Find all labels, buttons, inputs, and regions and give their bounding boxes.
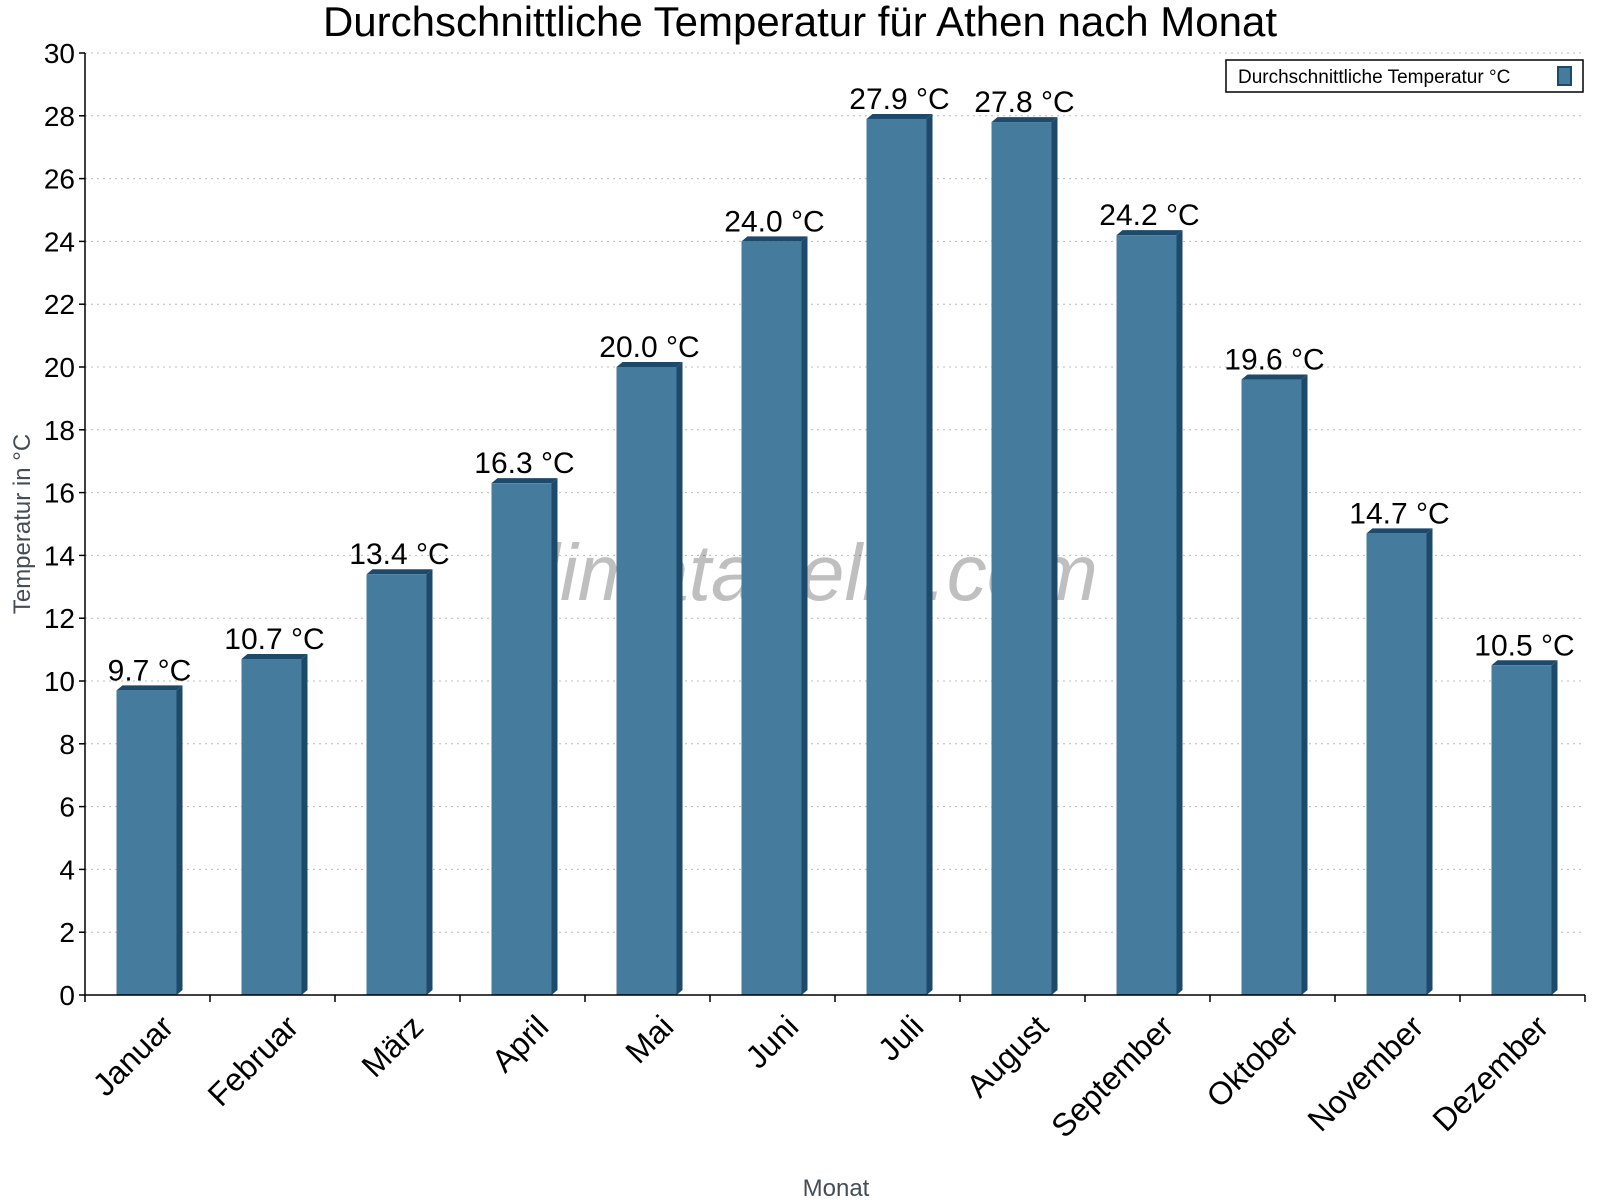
data-label: 10.5 °C (1474, 629, 1574, 662)
bar (366, 574, 427, 995)
bar-top (1241, 374, 1308, 380)
x-tick-label: Juli (871, 1008, 930, 1067)
y-tick-label: 8 (59, 729, 75, 760)
bar-side (1051, 117, 1058, 995)
bar (1366, 533, 1427, 995)
bar (491, 483, 552, 995)
bar (1241, 379, 1302, 995)
x-tick-label: März (355, 1008, 431, 1084)
data-label: 10.7 °C (224, 623, 324, 656)
bar-side (676, 362, 683, 995)
data-label: 27.8 °C (974, 86, 1074, 119)
x-tick-label: Januar (86, 1008, 181, 1103)
x-axis-label: Monat (803, 1175, 870, 1200)
bar-top (366, 569, 433, 575)
legend-swatch (1557, 66, 1572, 86)
bar-top (116, 685, 183, 691)
bar (991, 122, 1052, 995)
y-tick-label: 14 (44, 540, 75, 571)
bar (741, 241, 802, 995)
bar-top (866, 113, 933, 119)
y-axis-label: Temperatur in °C (9, 434, 36, 614)
x-tick-label: Mai (618, 1008, 680, 1070)
bar (241, 659, 302, 995)
bar-side (1551, 660, 1558, 995)
y-tick-label: 24 (44, 226, 75, 257)
x-tick-label: April (485, 1008, 556, 1079)
bar-top (491, 478, 558, 484)
data-label: 27.9 °C (849, 83, 949, 116)
y-tick-label: 2 (59, 917, 75, 948)
bar (866, 118, 927, 995)
bar-side (1426, 528, 1433, 995)
legend-label: Durchschnittliche Temperatur °C (1238, 67, 1510, 88)
legend: Durchschnittliche Temperatur °C (1225, 59, 1584, 93)
y-tick-label: 12 (44, 603, 75, 634)
bar-side (801, 236, 808, 995)
data-label: 19.6 °C (1224, 344, 1324, 377)
data-label: 13.4 °C (349, 538, 449, 571)
data-label: 14.7 °C (1349, 497, 1449, 530)
bars: 9.7 °C 10.7 °C 13.4 °C 16.3 °C 20.0 °C 24.0 °… (108, 83, 1575, 995)
y-tick-label: 6 (59, 792, 75, 823)
data-label: 24.0 °C (724, 205, 824, 238)
y-tick-label: 16 (44, 478, 75, 509)
bar-side (176, 685, 183, 995)
bar (116, 690, 177, 995)
bar-side (426, 569, 433, 995)
y-tick-label: 28 (44, 101, 75, 132)
bar-top (1491, 660, 1558, 666)
x-tick-label: November (1300, 1008, 1430, 1138)
bar-side (1301, 374, 1308, 995)
y-tick-label: 18 (44, 415, 75, 446)
x-tick-label: Juni (738, 1008, 805, 1075)
x-tick-label: August (959, 1008, 1055, 1104)
gridlines (85, 52, 1585, 933)
bar-side (1176, 230, 1183, 995)
bar-top (1116, 230, 1183, 236)
bar-side (551, 478, 558, 995)
y-tick-label: 10 (44, 666, 75, 697)
data-label: 24.2 °C (1099, 199, 1199, 232)
bar-top (991, 117, 1058, 123)
x-tick-label: Oktober (1199, 1008, 1305, 1114)
bar-side (926, 113, 933, 995)
y-tick-label: 26 (44, 164, 75, 195)
bar (1116, 235, 1177, 995)
bar (616, 367, 677, 995)
y-tick-label: 30 (44, 38, 75, 69)
bar-top (1366, 528, 1433, 534)
bar (1491, 665, 1552, 995)
data-label: 9.7 °C (108, 654, 192, 687)
y-tick-label: 20 (44, 352, 75, 383)
bar-side (301, 654, 308, 995)
x-tick-label: Februar (201, 1008, 306, 1113)
bar-top (741, 236, 808, 242)
x-tick-label: Dezember (1425, 1008, 1555, 1138)
x-tick-label: September (1044, 1008, 1180, 1144)
data-label: 20.0 °C (599, 331, 699, 364)
bar-top (241, 654, 308, 660)
y-tick-label: 4 (59, 854, 75, 885)
chart-title: Durchschnittliche Temperatur für Athen n… (323, 0, 1277, 45)
data-label: 16.3 °C (474, 447, 574, 480)
y-tick-label: 22 (44, 289, 75, 320)
bar-top (616, 362, 683, 367)
y-tick-label: 0 (59, 980, 75, 1011)
